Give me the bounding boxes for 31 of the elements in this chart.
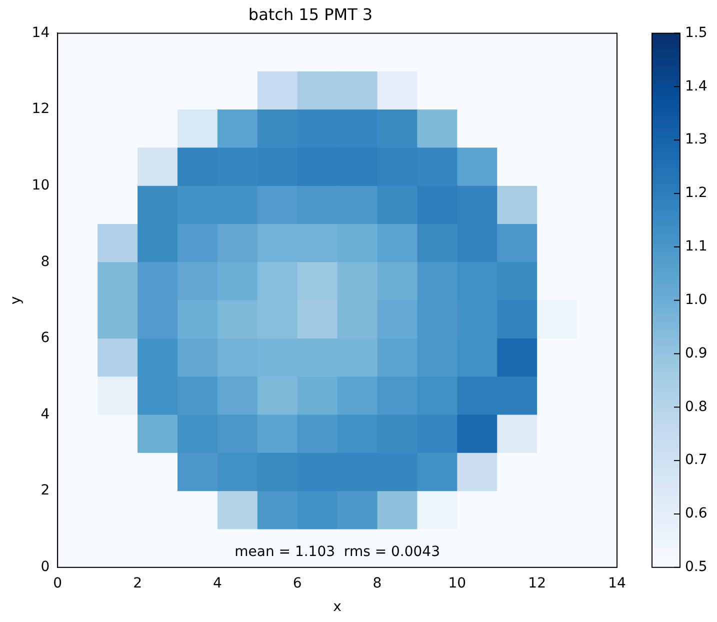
x-tick-label: 4 [212,575,222,592]
x-tick-label: 8 [372,575,382,592]
color-bar-label: 1.2 [685,185,708,202]
x-axis-title: x [333,599,342,616]
y-axis-title: y [8,296,24,304]
y-tick-label: 2 [40,482,50,499]
color-bar-label: 0.7 [685,452,708,468]
x-tick-label: 6 [292,575,302,592]
annotation: mean = 1.103 rms = 0.0043 [234,544,440,560]
color-bar-label: 0.5 [685,559,708,576]
color-bar-label: 1.5 [685,24,708,41]
y-tick-label: 6 [40,330,50,346]
color-bar-label: 0.9 [685,345,708,362]
y-tick-label: 4 [40,406,50,422]
color-bar-label: 1.1 [685,238,708,255]
y-tick-label: 14 [32,24,50,41]
x-tick-label: 14 [608,575,626,592]
color-bar-label: 1.4 [685,78,708,94]
y-tick-label: 12 [32,101,50,118]
x-tick-label: 2 [133,575,142,592]
x-tick-label: 0 [53,575,62,592]
color-bar-label: 1.3 [685,132,708,148]
chart-title: batch 15 PMT 3 [248,4,373,24]
color-bar-label: 0.6 [685,506,708,522]
y-tick-label: 0 [40,559,50,576]
y-tick-label: 10 [32,177,50,194]
color-bar-label: 0.8 [685,398,708,415]
y-tick-label: 8 [40,254,50,270]
x-tick-label: 12 [528,575,546,592]
color-bar-label: 1.0 [685,292,708,308]
x-tick-label: 10 [448,575,466,592]
